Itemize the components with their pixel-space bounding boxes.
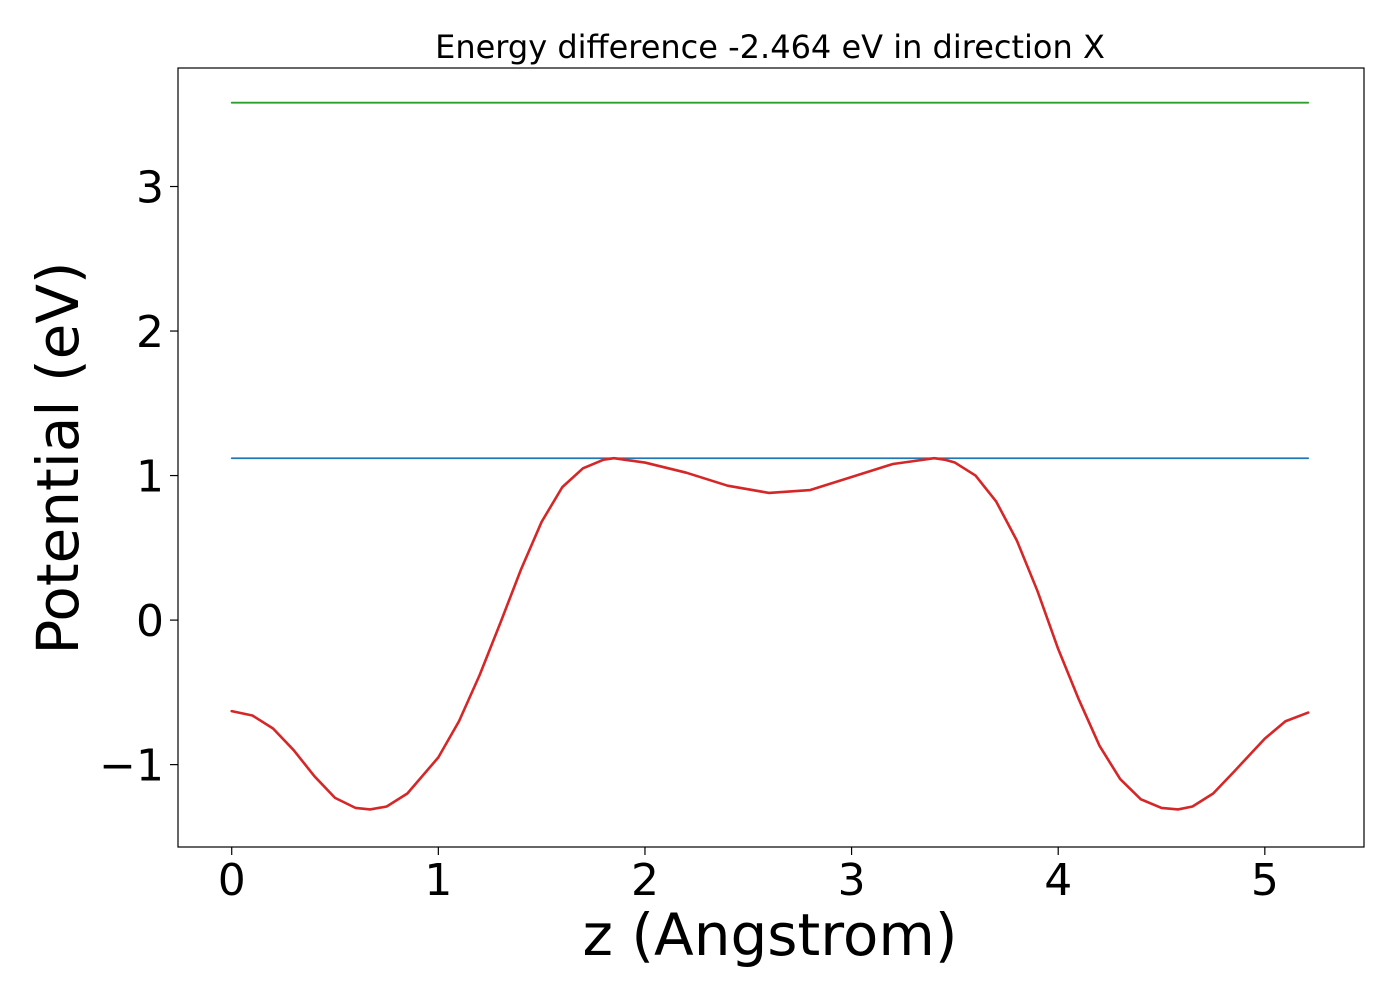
plot-area (230, 101, 1310, 811)
x-tick-label: 3 (838, 855, 866, 906)
y-tick-label: 3 (136, 163, 164, 214)
y-axis-label: Potential (eV) (24, 261, 92, 654)
y-tick-label: 0 (136, 596, 164, 647)
x-tick-label: 1 (424, 855, 452, 906)
y-tick-label: 1 (136, 452, 164, 503)
x-axis: 0 1 2 3 4 5 (218, 847, 1279, 906)
y-tick-label: 2 (136, 307, 164, 358)
axes-frame (177, 67, 1365, 848)
y-axis: −1 0 1 2 3 (99, 163, 178, 792)
series-line-2 (230, 456, 1310, 811)
x-tick-label: 4 (1044, 855, 1072, 906)
x-axis-label: z (Angstrom) (583, 901, 958, 969)
x-tick-label: 0 (218, 855, 246, 906)
x-tick-label: 2 (631, 855, 659, 906)
x-tick-label: 5 (1251, 855, 1279, 906)
y-tick-label: −1 (99, 741, 164, 792)
chart-title: Energy difference -2.464 eV in direction… (435, 28, 1105, 66)
